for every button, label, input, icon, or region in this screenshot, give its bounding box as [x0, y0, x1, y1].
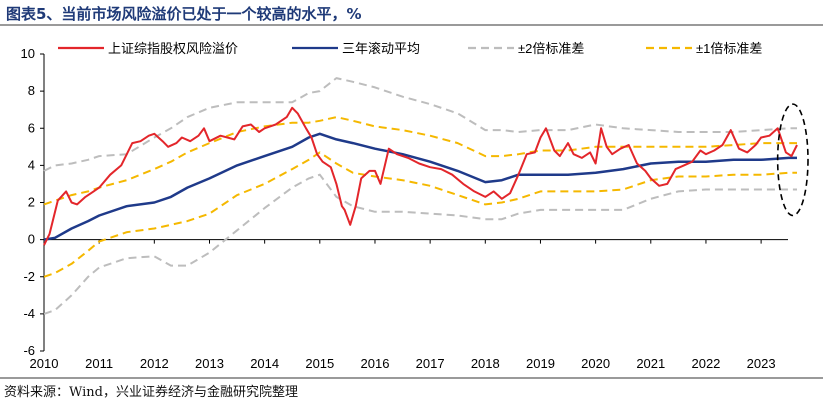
y-tick-label: 6	[28, 120, 35, 135]
chart-title: 图表5、当前市场风险溢价已处于一个较高的水平，%	[6, 5, 362, 23]
chart-legend: 上证综指股权风险溢价 三年滚动平均 ±2倍标准差 ±1倍标准差	[58, 41, 762, 56]
x-tick-label: 2014	[250, 356, 279, 371]
legend-label: 上证综指股权风险溢价	[108, 41, 238, 56]
series-line-2	[43, 77, 797, 172]
y-tick-label: 8	[28, 83, 35, 98]
footer-rule	[0, 377, 823, 379]
chart-plot: -6 -4 -2 0 2 4 6 8 10 2010 2011 2012 2013 2014 2015 201…	[21, 41, 809, 371]
y-tick-label: -6	[23, 343, 35, 358]
x-tick-label: 2021	[636, 356, 665, 371]
x-tick-label: 2015	[305, 356, 334, 371]
x-tick-label: 2013	[195, 356, 224, 371]
y-tick-label: 4	[28, 157, 35, 172]
series-line-1	[43, 132, 797, 241]
series-line-4	[43, 116, 797, 206]
x-tick-label: 2010	[30, 356, 59, 371]
x-tick-label: 2023	[747, 356, 776, 371]
x-tick-label: 2011	[85, 356, 113, 371]
y-tick-label: -2	[23, 269, 35, 284]
chart-annotations	[776, 103, 809, 217]
chart-series	[43, 77, 798, 315]
x-tick-label: 2017	[416, 356, 445, 371]
legend-label: ±2倍标准差	[518, 41, 584, 56]
y-tick-label: 0	[28, 232, 35, 247]
y-tick-label: -4	[23, 306, 35, 321]
x-tick-label: 2018	[471, 356, 500, 371]
x-tick-label: 2019	[526, 356, 555, 371]
x-tick-label: 2020	[581, 356, 610, 371]
y-tick-label: 10	[21, 46, 35, 61]
series-line-3	[43, 173, 797, 315]
legend-label: 三年滚动平均	[342, 41, 420, 56]
y-tick-label: 2	[28, 195, 35, 210]
header-rule	[0, 24, 823, 26]
legend-label: ±1倍标准差	[696, 41, 762, 56]
chart-axes: -6 -4 -2 0 2 4 6 8 10 2010 2011 2012 2013 2014 2015 201…	[21, 46, 788, 371]
x-tick-label: 2022	[691, 356, 720, 371]
x-tick-label: 2016	[361, 356, 390, 371]
highlight-ellipse	[776, 103, 809, 217]
series-line-5	[43, 151, 797, 278]
source-note: 资料来源：Wind，兴业证券经济与金融研究院整理	[4, 385, 298, 400]
x-tick-label: 2012	[140, 356, 169, 371]
series-line-0	[43, 106, 798, 246]
